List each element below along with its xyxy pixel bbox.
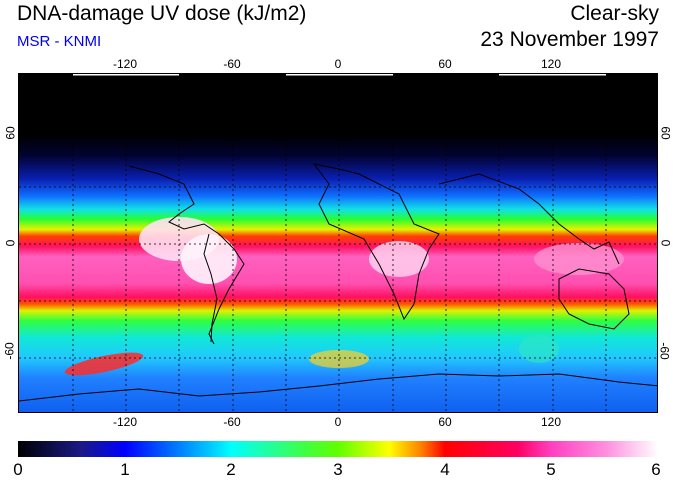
colorbar-tick: 3 [333,460,343,479]
colorbar-tick: 5 [546,460,556,479]
uv-hotspot [369,241,429,277]
south-america-coast [203,233,218,343]
date-label: 23 November 1997 [480,28,659,51]
lon-tick-top: 60 [438,57,452,71]
sky-mode-label: Clear-sky [570,2,659,25]
map-title: DNA-damage UV dose (kJ/m2) [17,2,307,25]
africa-europe-coast [312,163,440,321]
lat-tick-right: 0 [658,239,673,247]
lat-tick-left: 0 [3,239,18,247]
lon-tick-bottom: -120 [112,415,138,429]
colorbar-tick: 2 [226,460,236,479]
lon-tick-top: -60 [223,57,241,71]
graticule [19,74,657,412]
uv-hotspot [64,352,144,376]
coastlines [19,163,657,402]
lon-tick-top: 0 [334,57,342,71]
uv-hotspot [181,234,237,284]
lat-tick-right: -60 [657,342,672,360]
colorbar-tick: 6 [651,460,661,479]
colorbar-tick: 1 [120,460,130,479]
lon-tick-bottom: 120 [540,415,562,429]
lat-tick-left: -60 [2,342,17,360]
lat-tick-right: 60 [658,126,673,140]
uv-hotspot [519,335,559,363]
lon-tick-bottom: 60 [438,415,452,429]
lon-tick-top: -120 [112,57,138,71]
uv-dose-map [18,73,658,413]
source-label: MSR - KNMI [17,33,102,50]
map-overlay [19,74,657,412]
lon-tick-bottom: 0 [334,415,342,429]
colorbar-tick: 4 [440,460,450,479]
lon-tick-top: 120 [540,57,562,71]
america-coast [128,165,245,345]
australia-coast [558,268,630,330]
antarctica-coast [19,373,657,402]
colorbar-tick: 0 [13,460,23,479]
lon-tick-bottom: -60 [223,415,241,429]
lat-tick-left: 60 [3,126,18,140]
uv-hotspot [534,243,624,275]
colorbar [18,441,658,457]
